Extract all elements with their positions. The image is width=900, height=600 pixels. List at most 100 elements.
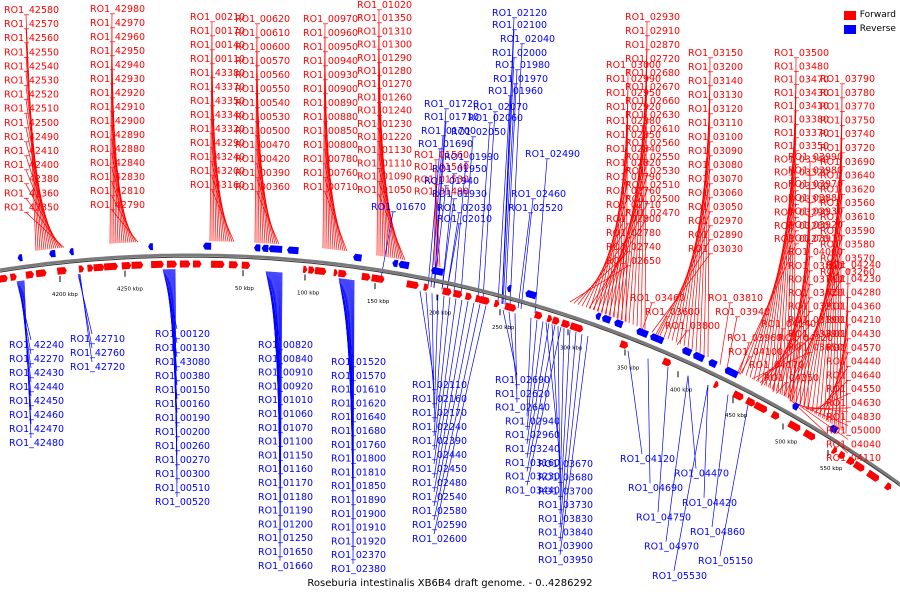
legend-label-forward: Forward [859,10,896,20]
reverse-gene-label: RO1_42430 [9,368,64,379]
leader-line [551,324,561,473]
forward-gene-label: RO1_42550 [4,47,59,58]
reverse-gene-arrow [693,351,706,363]
forward-gene-label: RO1_00620 [235,14,290,25]
forward-gene-arrow [534,311,543,320]
leader-line [211,175,233,242]
forward-gene-label: RO1_04040 [826,439,881,450]
scale-label: 4200 kbp [52,292,78,298]
reverse-gene-label: RO1_01960 [488,86,543,97]
forward-gene-arrow [9,273,17,281]
leader-line [719,404,749,557]
reverse-gene-label: RO1_01640 [331,412,386,423]
forward-gene-label: RO1_03480 [774,61,829,72]
leader-line [711,394,729,528]
forward-gene-label: RO1_03750 [820,115,875,126]
forward-gene-label: RO1_02870 [625,40,680,51]
forward-gene-label: RO1_04570 [826,343,881,354]
leader-line [641,302,653,331]
leader-line [763,311,811,386]
forward-gene-arrow [661,357,671,367]
reverse-gene-label: RO1_03240 [505,444,560,455]
leader-line [589,195,629,309]
forward-gene-label: RO1_03720 [820,143,875,154]
forward-gene-arrow [837,450,845,460]
forward-gene-label: RO1_00960 [303,28,358,39]
forward-gene-label: RO1_00570 [235,56,290,67]
reverse-gene-label: RO1_00270 [155,455,210,466]
leader-line [665,375,689,542]
reverse-gene-label: RO1_01980 [495,60,550,71]
reverse-gene-label: RO1_02520 [508,203,563,214]
reverse-gene-label: RO1_01700 [421,126,476,137]
leader-line [767,297,811,388]
leader-line [23,280,32,439]
reverse-gene-label: RO1_01200 [258,519,313,530]
forward-gene-label: RO1_42500 [4,118,59,129]
reverse-gene-arrow [682,346,693,357]
leader-line [460,136,474,294]
forward-gene-label: RO1_03690 [820,157,875,168]
forward-gene-label: RO1_02660 [625,96,680,107]
forward-gene-label: RO1_42540 [4,61,59,72]
forward-gene-label: RO1_00170 [190,26,245,37]
leader-line [256,191,280,245]
forward-gene-label: RO1_03030 [688,244,743,255]
forward-gene-label: RO1_01260 [357,92,412,103]
reverse-gene-label: RO1_01690 [418,139,473,150]
forward-gene-label: RO1_03000 [606,60,661,71]
forward-gene-label: RO1_00140 [190,40,245,51]
forward-gene-label: RO1_03960 [727,333,782,344]
reverse-gene-label: RO1_02960 [505,430,560,441]
reverse-gene-label: RO1_03950 [538,555,593,566]
genome-backbone [0,253,900,487]
forward-gene-label: RO1_42380 [4,174,59,185]
forward-gene-label: RO1_03300 [774,181,829,192]
forward-gene-label: RO1_03310 [774,194,829,205]
forward-gene-label: RO1_02650 [606,256,661,267]
forward-gene-label: RO1_01230 [357,119,412,130]
leader-line [526,317,532,417]
reverse-gene-label: RO1_02030 [437,203,492,214]
forward-gene-label: RO1_00970 [303,14,358,25]
forward-gene-label: RO1_03940 [715,307,770,318]
forward-gene-label: RO1_42840 [90,158,145,169]
forward-gene-label: RO1_03260 [820,267,875,278]
forward-gene-label: RO1_03570 [820,253,875,264]
forward-gene-label: RO1_02920 [606,102,661,113]
reverse-gene-label: RO1_01800 [331,454,386,465]
forward-gene-label: RO1_03130 [688,90,743,101]
forward-gene-label: RO1_42490 [4,132,59,143]
forward-gene-label: RO1_02840 [606,144,661,155]
leader-line [324,191,348,252]
forward-gene-label: RO1_02820 [606,158,661,169]
leader-line [569,265,629,303]
reverse-gene-label: RO1_03680 [538,473,593,484]
leader-line [741,230,797,374]
leader-line [111,209,139,243]
reverse-gene-label: RO1_02460 [511,189,566,200]
forward-gene-arrow [361,272,371,281]
forward-gene-label: RO1_02610 [625,124,680,135]
forward-gene-label: RO1_03790 [820,74,875,85]
reverse-gene-label: RO1_01170 [258,478,313,489]
leader-line [427,148,441,287]
forward-gene-label: RO1_42940 [90,60,145,71]
forward-gene-label: RO1_04220 [778,333,833,344]
leader-line [433,299,463,479]
leader-line [433,302,475,507]
forward-gene-label: RO1_05000 [826,426,881,437]
reverse-gene-label: RO1_42760 [70,348,125,359]
forward-gene-label: RO1_42530 [4,76,59,87]
reverse-gene-arrow [398,260,410,270]
reverse-gene-label: RO1_02000 [492,48,547,59]
forward-gene-arrow [504,302,517,312]
leader-line [25,113,51,250]
forward-gene-arrow [770,410,780,420]
leader-line [111,153,131,243]
forward-gene-label: RO1_42790 [90,200,145,211]
leader-line [673,384,709,571]
reverse-gene-arrow [392,259,399,268]
forward-gene-label: RO1_02970 [688,216,743,227]
forward-gene-label: RO1_43380 [190,68,245,79]
